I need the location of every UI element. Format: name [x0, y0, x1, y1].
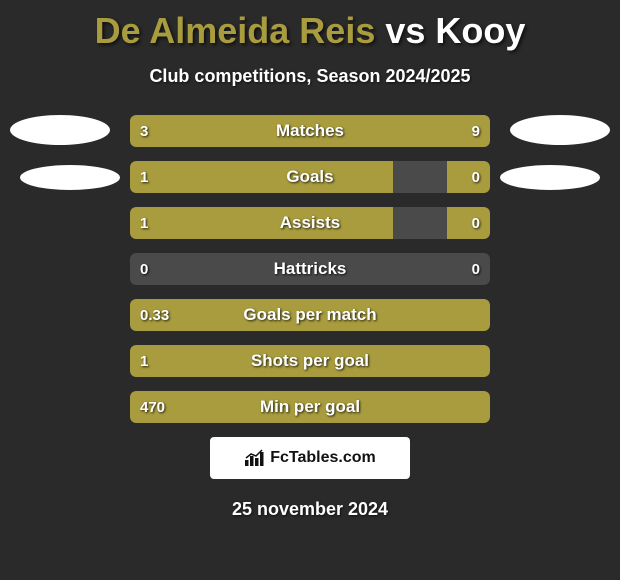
comparison-row: 1Shots per goal [130, 345, 490, 377]
player1-badge-large [10, 115, 110, 145]
comparison-row: 39Matches [130, 115, 490, 147]
player2-badge-small [500, 165, 600, 190]
row-label: Min per goal [130, 391, 490, 423]
comparison-row: 00Hattricks [130, 253, 490, 285]
page-title: De Almeida Reis vs Kooy [0, 0, 620, 52]
title-player1: De Almeida Reis [95, 10, 376, 51]
title-vs: vs [375, 10, 435, 51]
row-label: Goals per match [130, 299, 490, 331]
comparison-row: 0.33Goals per match [130, 299, 490, 331]
brand-badge: FcTables.com [210, 437, 410, 479]
row-label: Hattricks [130, 253, 490, 285]
player2-badge-large [510, 115, 610, 145]
row-label: Goals [130, 161, 490, 193]
comparison-row: 470Min per goal [130, 391, 490, 423]
comparison-row: 10Assists [130, 207, 490, 239]
subtitle: Club competitions, Season 2024/2025 [0, 66, 620, 87]
title-player2: Kooy [435, 10, 525, 51]
chart-icon [244, 449, 266, 467]
player1-badge-small [20, 165, 120, 190]
row-label: Shots per goal [130, 345, 490, 377]
brand-text: FcTables.com [270, 449, 376, 467]
row-label: Assists [130, 207, 490, 239]
comparison-rows: 39Matches 10Goals 10Assists 00Hattricks 0.33… [130, 115, 490, 423]
snapshot-date: 25 november 2024 [0, 499, 620, 520]
comparison-row: 10Goals [130, 161, 490, 193]
row-label: Matches [130, 115, 490, 147]
comparison-area: 39Matches 10Goals 10Assists 00Hattricks 0.33… [0, 115, 620, 520]
